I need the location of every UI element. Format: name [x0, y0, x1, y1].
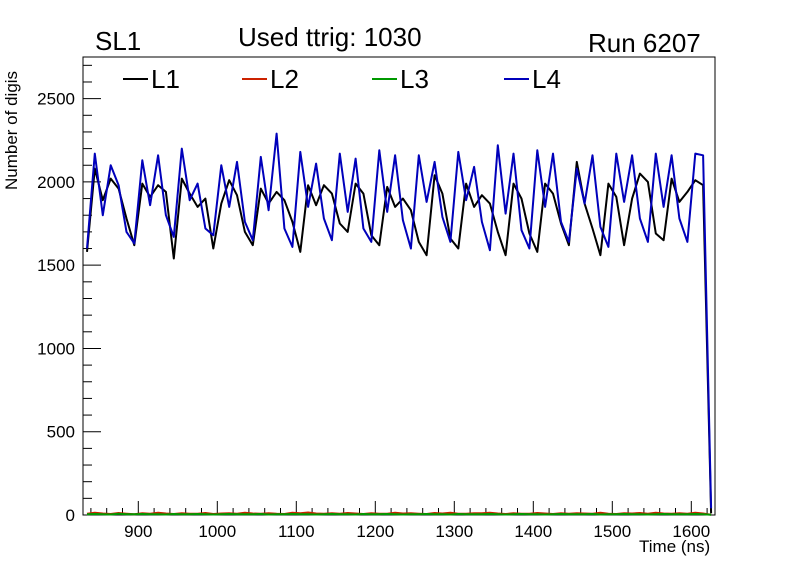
- series-group: [86, 132, 713, 516]
- x-tick-label: 1100: [278, 522, 315, 541]
- series-line-l3: [86, 512, 712, 516]
- y-tick-label: 500: [47, 423, 75, 442]
- superlayer-label: SL1: [95, 26, 142, 56]
- chart-title: Used ttrig: 1030: [238, 22, 422, 52]
- frame: [82, 56, 716, 516]
- legend-entry-l3: L3: [372, 63, 429, 95]
- y-tick-label: 0: [66, 506, 75, 525]
- x-axis-label: Time (ns): [639, 537, 711, 556]
- legend-swatch-l1: [123, 78, 148, 80]
- x-tick-label: 1200: [356, 522, 394, 541]
- y-tick-label: 2000: [37, 173, 75, 192]
- run-label: Run 6207: [588, 28, 701, 58]
- y-axis-label: Number of digis: [2, 70, 21, 190]
- legend-swatch-l4: [504, 78, 529, 80]
- y-tick-label: 2500: [37, 90, 75, 109]
- legend-entry-l2: L2: [242, 63, 299, 95]
- legend-label-l2: L2: [270, 63, 299, 94]
- y-tick-label: 1000: [37, 339, 75, 358]
- x-tick-label: 1000: [198, 522, 236, 541]
- x-tick-label: 1500: [593, 522, 631, 541]
- x-tick-label: 1600: [672, 522, 710, 541]
- y-tick-label: 1500: [37, 256, 75, 275]
- legend-swatch-l2: [242, 78, 267, 80]
- legend-label-l4: L4: [532, 63, 561, 94]
- x-tick-label: 1400: [514, 522, 552, 541]
- series-line-l1: [86, 160, 713, 514]
- legend-entry-l4: L4: [504, 63, 561, 95]
- series-line-l4: [86, 132, 713, 509]
- x-tick-label: 900: [124, 522, 152, 541]
- x-tick-label: 1300: [435, 522, 473, 541]
- legend-entry-l1: L1: [123, 63, 180, 95]
- legend-swatch-l3: [372, 78, 397, 80]
- axis-ticks: 0 500 1000 1500 2000 2500 900 1000 1100 1200 1300 1…: [37, 64, 710, 541]
- legend-label-l3: L3: [400, 63, 429, 94]
- legend-label-l1: L1: [151, 63, 180, 94]
